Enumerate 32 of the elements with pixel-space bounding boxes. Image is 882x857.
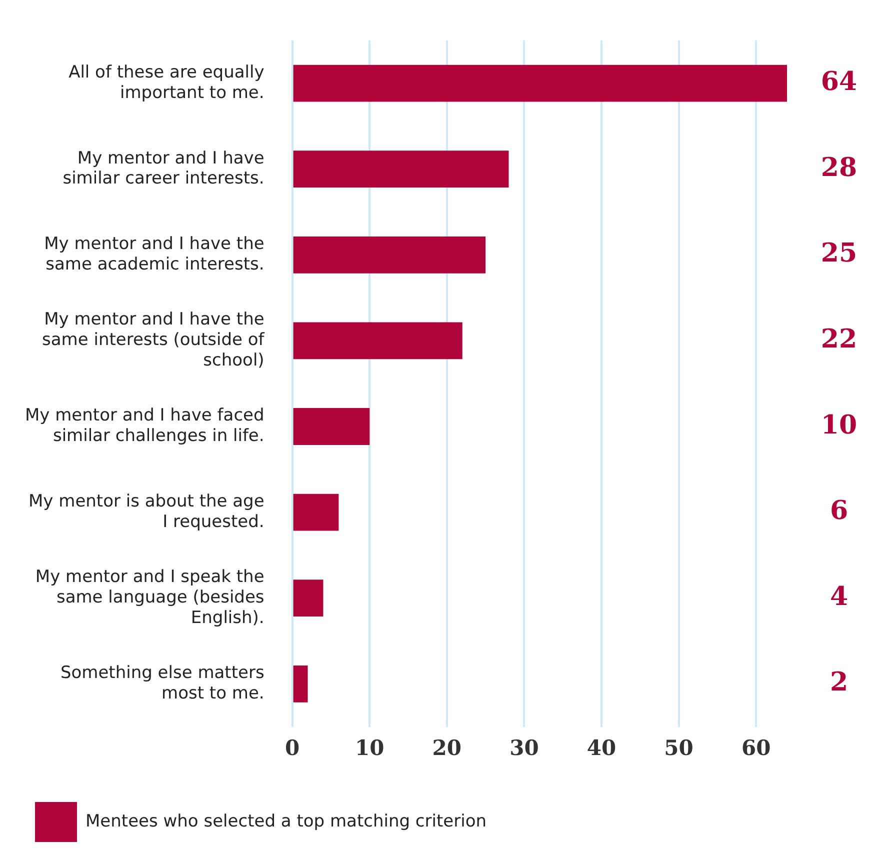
data-label: 22 — [820, 324, 858, 354]
x-tick-label: 40 — [586, 734, 616, 760]
bar — [293, 322, 462, 360]
x-tick-label: 50 — [664, 734, 694, 760]
bar — [293, 64, 787, 102]
bar — [293, 236, 486, 274]
data-label: 6 — [830, 496, 848, 526]
x-tick-label: 20 — [432, 734, 462, 760]
y-tick-label: My mentor and I have similar career interests. — [62, 148, 264, 189]
data-label: 28 — [820, 152, 858, 183]
y-tick-label: My mentor and I have the same interests (outside of school) — [42, 310, 266, 371]
bar — [293, 408, 370, 445]
data-label: 4 — [830, 582, 848, 612]
bar — [293, 665, 308, 702]
y-tick-label: My mentor and I have the same academic interests. — [44, 234, 264, 275]
y-tick-label: Something else matters most to me. — [60, 663, 264, 704]
bar — [293, 150, 509, 188]
y-tick-label: All of these are equally important to me. — [68, 62, 264, 103]
bar — [293, 494, 339, 531]
y-tick-label: My mentor and I speak the same language (besides English). — [35, 567, 264, 628]
x-tick-label: 30 — [510, 734, 539, 760]
legend-label: Mentees who selected a top matching criterion — [86, 811, 487, 832]
bar — [293, 580, 324, 617]
x-tick-label: 0 — [284, 734, 300, 760]
data-label: 25 — [820, 238, 858, 269]
y-tick-label: My mentor and I have faced similar challenges in life. — [24, 406, 264, 446]
x-tick-label: 10 — [354, 734, 384, 760]
data-label: 2 — [830, 668, 848, 698]
y-tick-label: My mentor is about the age I requested. — [28, 492, 264, 532]
data-label: 10 — [820, 410, 858, 440]
data-label: 64 — [820, 67, 858, 98]
x-tick-label: 60 — [741, 734, 771, 760]
